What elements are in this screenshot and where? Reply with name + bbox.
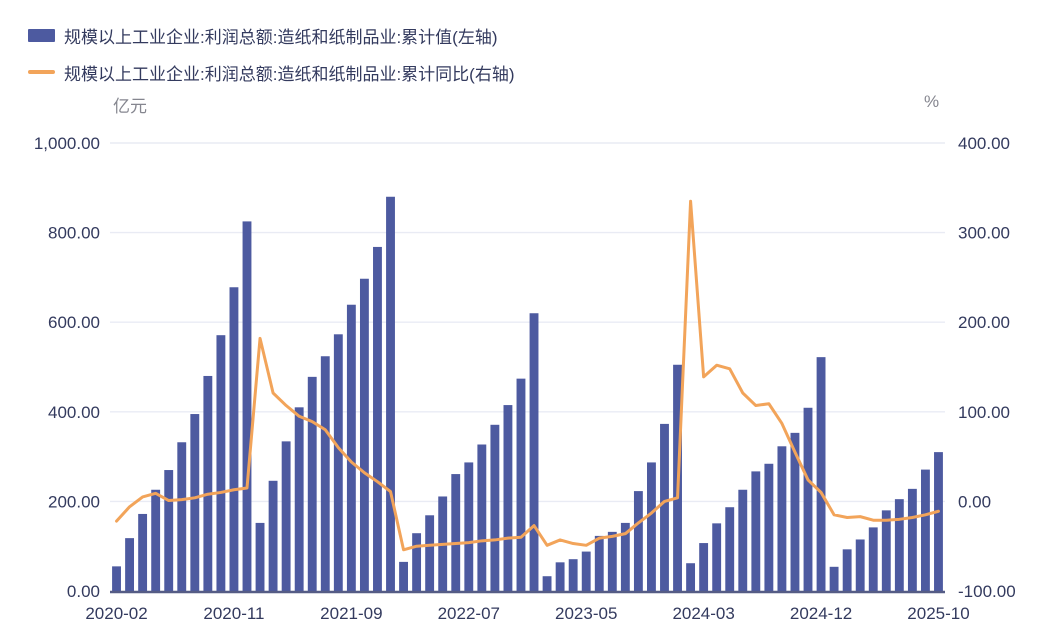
x-axis-tick-label: 2023-05: [555, 604, 617, 623]
bar: [516, 378, 526, 591]
bar: [907, 488, 917, 591]
left-axis-tick-label: 800.00: [48, 224, 100, 243]
bar: [894, 499, 904, 591]
bar: [281, 441, 291, 591]
bar: [412, 533, 422, 591]
left-axis-unit: 亿元: [113, 97, 147, 116]
bar: [229, 287, 239, 591]
right-axis-tick-label: 100.00: [958, 403, 1010, 422]
bar: [647, 462, 656, 591]
bar: [359, 278, 369, 591]
bar: [464, 462, 474, 591]
right-axis-tick-label: -100.00: [958, 582, 1016, 601]
bar: [307, 376, 317, 591]
legend-label-yoy-growth: 规模以上工业企业:利润总额:造纸和纸制品业:累计同比(右轴): [64, 64, 515, 84]
bar: [738, 489, 748, 591]
bar: [920, 469, 930, 591]
x-axis-tick-label: 2022-07: [438, 604, 500, 623]
legend: 规模以上工业企业:利润总额:造纸和纸制品业:累计值(左轴) 规模以上工业企业:利…: [28, 20, 515, 94]
right-axis-tick-label: 300.00: [958, 224, 1010, 243]
bar: [242, 221, 252, 591]
trend-line: [115, 199, 940, 552]
bar: [112, 566, 121, 591]
x-axis-tick-label: 2025-10: [907, 604, 969, 623]
bar: [190, 414, 200, 591]
bar: [386, 196, 395, 591]
bar: [373, 246, 382, 591]
bar: [660, 423, 669, 591]
bar: [829, 566, 839, 591]
bar: [216, 335, 226, 591]
bar: [451, 474, 461, 591]
left-axis-tick-label: 600.00: [48, 313, 100, 332]
left-axis-tick-label: 400.00: [48, 403, 100, 422]
legend-item-cumulative-value[interactable]: 规模以上工业企业:利润总额:造纸和纸制品业:累计值(左轴): [28, 20, 515, 50]
right-axis-tick-label: 200.00: [958, 313, 1010, 332]
bar: [620, 522, 630, 591]
bar: [503, 405, 513, 591]
bar: [803, 407, 813, 591]
left-axis-tick-label: 1,000.00: [34, 134, 100, 153]
bar: [555, 562, 565, 591]
bar: [594, 535, 604, 591]
bar: [333, 334, 343, 591]
x-axis-tick-label: 2021-09: [320, 604, 382, 623]
bar: [764, 463, 774, 591]
left-axis-tick-label: 0.00: [67, 582, 100, 601]
x-axis-tick-label: 2020-02: [85, 604, 147, 623]
bar: [542, 576, 552, 591]
bar: [268, 480, 278, 591]
bar: [842, 549, 852, 591]
bar: [320, 356, 330, 591]
bar: [138, 513, 148, 591]
bar: [164, 470, 174, 591]
bar: [777, 446, 787, 591]
bar: [294, 407, 304, 591]
bar: [751, 471, 761, 591]
bar: [477, 444, 487, 591]
bar: [633, 491, 643, 591]
bar: [177, 442, 187, 591]
bar: [346, 304, 356, 591]
x-axis-tick-label: 2020-11: [203, 604, 264, 623]
right-axis-tick-label: 400.00: [958, 134, 1010, 153]
bar: [855, 539, 865, 591]
bar: [686, 563, 696, 591]
bar: [568, 559, 578, 591]
left-axis-tick-label: 200.00: [48, 492, 100, 511]
bar: [490, 424, 500, 591]
bar: [255, 522, 265, 591]
bar: [581, 551, 591, 591]
bar: [151, 489, 161, 591]
right-axis-unit: %: [924, 92, 940, 111]
line-series-swatch-icon: [28, 70, 55, 74]
bar: [203, 375, 213, 591]
bar: [725, 507, 735, 591]
bar: [934, 452, 943, 591]
bar: [425, 515, 435, 591]
legend-item-yoy-growth[interactable]: 规模以上工业企业:利润总额:造纸和纸制品业:累计同比(右轴): [28, 57, 515, 87]
bar: [125, 538, 135, 591]
bar: [529, 313, 539, 591]
bar: [712, 523, 722, 591]
legend-label-cumulative-value: 规模以上工业企业:利润总额:造纸和纸制品业:累计值(左轴): [64, 27, 498, 47]
bar: [699, 543, 709, 591]
bar-series-swatch-icon: [28, 28, 55, 42]
x-axis-tick-label: 2024-03: [672, 604, 734, 623]
bar: [881, 510, 891, 591]
bar: [399, 561, 408, 591]
bar: [816, 357, 826, 591]
x-axis-tick-label: 2024-12: [790, 604, 852, 623]
bar: [607, 531, 617, 591]
bar: [868, 527, 878, 591]
bar: [790, 432, 800, 591]
right-axis-tick-label: 0.00: [958, 492, 991, 511]
